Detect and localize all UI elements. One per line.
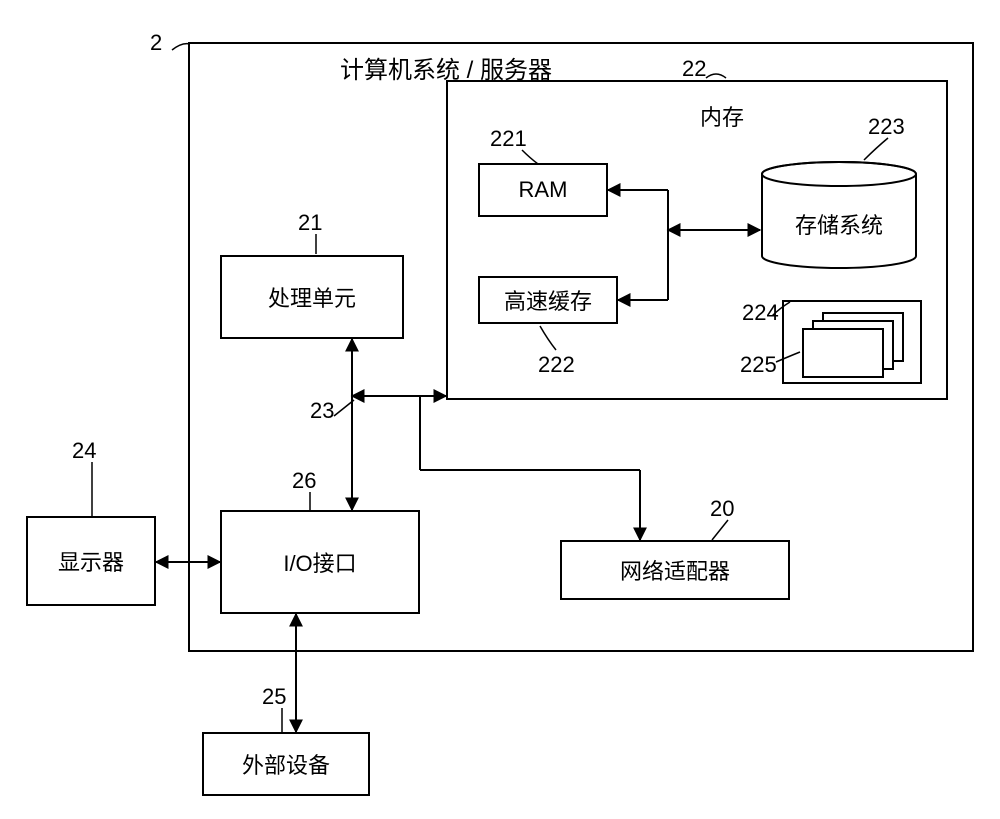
ref-23: 23 bbox=[310, 398, 334, 424]
node-ram: RAM bbox=[478, 163, 608, 217]
node-storage: 存储系统 bbox=[760, 160, 918, 270]
node-storage-label: 存储系统 bbox=[760, 208, 918, 240]
ref-223: 223 bbox=[868, 114, 905, 140]
ref-2: 2 bbox=[150, 30, 162, 56]
node-display-label: 显示器 bbox=[58, 545, 124, 577]
ref-24: 24 bbox=[72, 438, 96, 464]
node-display: 显示器 bbox=[26, 516, 156, 606]
node-io: I/O接口 bbox=[220, 510, 420, 614]
node-extdev: 外部设备 bbox=[202, 732, 370, 796]
node-netadp-label: 网络适配器 bbox=[620, 554, 730, 586]
ref-222: 222 bbox=[538, 352, 575, 378]
ref-26: 26 bbox=[292, 468, 316, 494]
node-cache-label: 高速缓存 bbox=[504, 284, 592, 316]
ref-21: 21 bbox=[298, 210, 322, 236]
node-cache: 高速缓存 bbox=[478, 276, 618, 324]
node-ram-label: RAM bbox=[519, 177, 568, 203]
node-modules bbox=[782, 300, 922, 384]
ref-224: 224 bbox=[742, 300, 779, 326]
node-netadp: 网络适配器 bbox=[560, 540, 790, 600]
node-cpu: 处理单元 bbox=[220, 255, 404, 339]
ref-225: 225 bbox=[740, 352, 777, 378]
node-cpu-label: 处理单元 bbox=[268, 281, 356, 313]
node-extdev-label: 外部设备 bbox=[242, 748, 330, 780]
node-io-label: I/O接口 bbox=[283, 546, 356, 578]
ref-25: 25 bbox=[262, 684, 286, 710]
ref-221: 221 bbox=[490, 126, 527, 152]
ref-22: 22 bbox=[682, 56, 706, 82]
ref-20: 20 bbox=[710, 496, 734, 522]
node-memory-label: 内存 bbox=[700, 100, 744, 132]
